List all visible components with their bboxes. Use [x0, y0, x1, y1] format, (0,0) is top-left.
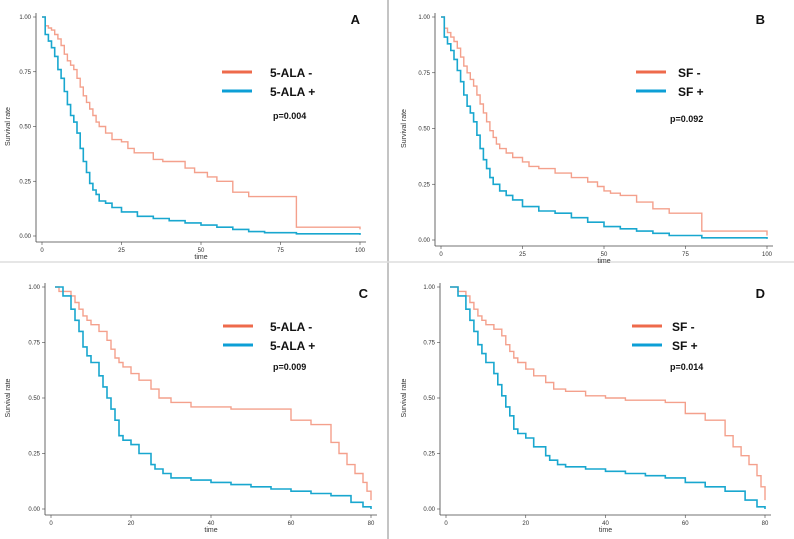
y-tick-label: 0.75: [28, 341, 40, 347]
x-tick-label: 75: [277, 248, 284, 254]
x-tick-label: 80: [368, 521, 375, 527]
y-tick-label: 0.00: [28, 507, 40, 513]
y-axis-title: Survival rate: [401, 109, 408, 148]
panel-c: 0.00 0.25 0.50 0.75 1.00 0 20 40 60 80 time Surviva…: [5, 283, 377, 534]
x-tick-label: 40: [602, 521, 609, 527]
y-tick-label: 0.00: [423, 507, 435, 513]
p-value-annotation: p=0.004: [273, 111, 306, 121]
legend-positive-label: SF +: [678, 85, 704, 99]
y-tick-label: 0.75: [418, 71, 430, 77]
y-tick-label: 1.00: [423, 285, 435, 291]
y-tick-label: 0.25: [423, 452, 435, 458]
x-tick-label: 60: [288, 521, 295, 527]
survival-positive-curve: [441, 16, 768, 239]
survival-negative-curve: [441, 16, 768, 236]
survival-negative-curve: [42, 16, 361, 230]
y-tick-label: 1.00: [418, 15, 430, 21]
y-tick-label: 0.00: [19, 234, 31, 240]
panel-d: 0.00 0.25 0.50 0.75 1.00 0 20 40 60 80 time Surviva…: [401, 283, 771, 534]
panel-b: 0.00 0.25 0.50 0.75 1.00 0 25 50 75 100 time Surviv…: [401, 12, 773, 265]
x-tick-label: 0: [439, 252, 443, 258]
x-tick-label: 20: [522, 521, 529, 527]
y-tick-label: 0.75: [19, 70, 31, 76]
x-tick-label: 100: [355, 248, 366, 254]
legend-negative-label: SF -: [672, 320, 695, 334]
survival-positive-curve: [55, 286, 372, 509]
x-tick-label: 40: [208, 521, 215, 527]
survival-negative-curve: [55, 286, 372, 501]
x-tick-label: 20: [128, 521, 135, 527]
y-tick-label: 1.00: [19, 15, 31, 21]
panel-letter: D: [756, 286, 765, 301]
p-value-annotation: p=0.092: [670, 114, 703, 124]
legend-negative-label: 5-ALA -: [270, 66, 312, 80]
legend-positive-label: 5-ALA +: [270, 339, 315, 353]
x-tick-label: 80: [762, 521, 769, 527]
survival-positive-curve: [42, 16, 361, 235]
y-tick-label: 0.50: [423, 396, 435, 402]
y-tick-label: 0.25: [28, 452, 40, 458]
y-tick-label: 0.25: [418, 182, 430, 188]
p-value-annotation: p=0.014: [670, 362, 703, 372]
y-tick-label: 0.50: [19, 125, 31, 131]
x-tick-label: 50: [601, 252, 608, 258]
legend-negative-label: SF -: [678, 66, 701, 80]
x-tick-label: 25: [519, 252, 526, 258]
x-tick-label: 25: [118, 248, 125, 254]
panel-letter: C: [359, 286, 369, 301]
x-tick-label: 0: [444, 521, 448, 527]
panel-a: 0.00 0.25 0.50 0.75 1.00 0 25 50 75 100 time Surviv…: [5, 12, 366, 261]
survival-negative-curve: [450, 286, 766, 501]
x-tick-label: 0: [40, 248, 44, 254]
y-tick-label: 0.25: [19, 179, 31, 185]
y-axis-title: Survival rate: [5, 378, 12, 417]
y-axis-title: Survival rate: [5, 107, 12, 146]
y-tick-label: 0.00: [418, 238, 430, 244]
panel-letter: B: [756, 12, 765, 27]
x-axis-title: time: [204, 527, 217, 534]
y-tick-label: 0.50: [418, 127, 430, 133]
x-axis-title: time: [194, 254, 207, 261]
x-tick-label: 50: [198, 248, 205, 254]
survival-positive-curve: [450, 286, 766, 509]
x-axis-title: time: [599, 527, 612, 534]
legend-positive-label: SF +: [672, 339, 698, 353]
y-tick-label: 0.75: [423, 341, 435, 347]
x-axis-title: time: [597, 258, 610, 265]
p-value-annotation: p=0.009: [273, 362, 306, 372]
x-tick-label: 60: [682, 521, 689, 527]
y-tick-label: 0.50: [28, 396, 40, 402]
x-tick-label: 100: [762, 252, 773, 258]
legend-positive-label: 5-ALA +: [270, 85, 315, 99]
panel-letter: A: [351, 12, 361, 27]
y-tick-label: 1.00: [28, 285, 40, 291]
y-axis-title: Survival rate: [401, 378, 408, 417]
x-tick-label: 75: [682, 252, 689, 258]
x-tick-label: 0: [49, 521, 53, 527]
legend-negative-label: 5-ALA -: [270, 320, 312, 334]
